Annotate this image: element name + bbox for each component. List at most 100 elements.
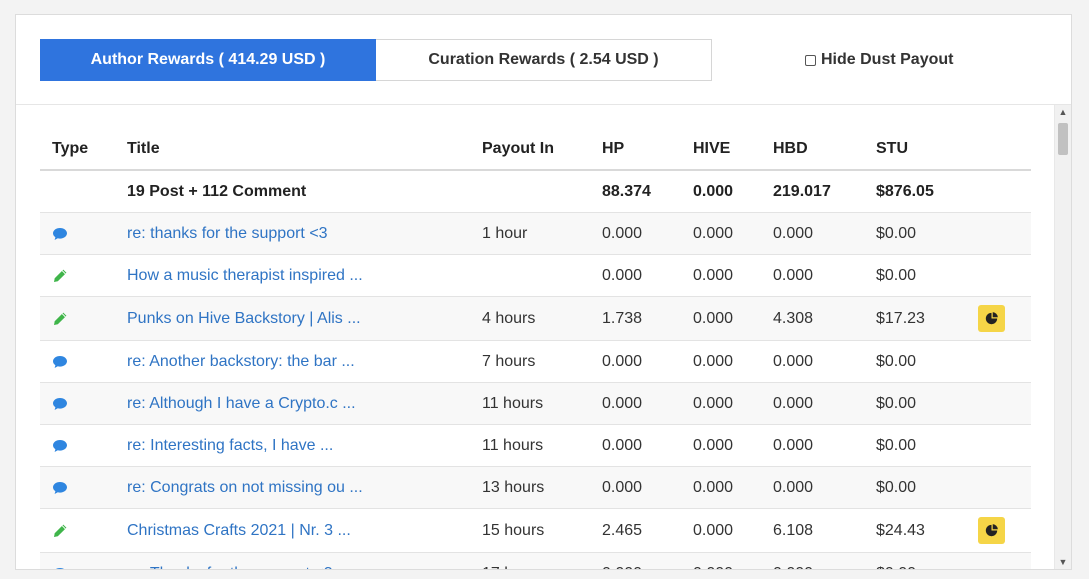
row-payout: 7 hours [482, 352, 536, 370]
row-title-link[interactable]: Punks on Hive Backstory | Alis ... [127, 309, 361, 327]
row-payout: 17 hours [482, 553, 544, 570]
row-hp: 0.000 [602, 553, 642, 570]
row-hbd: 6.108 [773, 521, 814, 539]
table-row: Christmas Crafts 2021 | Nr. 3 ... 15 hour… [40, 509, 1031, 553]
row-hp: 0.000 [602, 352, 643, 370]
row-stu: $0.00 [876, 352, 917, 370]
row-payout: 15 hours [482, 521, 545, 539]
row-hp: 1.738 [602, 309, 643, 327]
rewards-panel: Author Rewards ( 414.29 USD ) Curation R… [15, 14, 1072, 570]
row-title-link[interactable]: re: Another backstory: the bar ... [127, 352, 355, 370]
row-stu: $24.43 [876, 521, 925, 539]
scroll-up-arrow-icon[interactable]: ▲ [1058, 107, 1068, 117]
comment-icon [52, 341, 68, 382]
row-title-link[interactable]: re: Interesting facts, I have ... [127, 436, 334, 454]
row-hbd: 4.308 [773, 309, 814, 327]
row-hive: 0.000 [693, 224, 734, 242]
rewards-tabs: Author Rewards ( 414.29 USD ) Curation R… [40, 39, 712, 81]
tab-curation-rewards[interactable]: Curation Rewards ( 2.54 USD ) [376, 39, 712, 81]
summary-hive: 0.000 [693, 182, 734, 200]
tab-author-rewards[interactable]: Author Rewards ( 414.29 USD ) [40, 39, 376, 81]
summary-title: 19 Post + 112 Comment [127, 182, 307, 200]
table-header: Type Title Payout In HP HIVE HBD STU [40, 129, 1031, 171]
row-hive: 0.000 [693, 478, 734, 496]
comment-icon [52, 383, 68, 424]
row-hbd: 0.000 [773, 394, 814, 412]
comment-icon [52, 553, 68, 569]
scroll-down-arrow-icon[interactable]: ▼ [1058, 557, 1068, 567]
row-payout: 13 hours [482, 478, 545, 496]
comment-icon [52, 425, 68, 466]
row-hive: 0.000 [693, 266, 734, 284]
hide-dust-checkbox[interactable] [805, 54, 816, 66]
rewards-table: Type Title Payout In HP HIVE HBD STU 19 … [40, 129, 1031, 570]
row-hbd: 0.000 [773, 266, 814, 284]
header-stu: STU [876, 140, 908, 157]
scroll-thumb[interactable] [1058, 123, 1068, 155]
row-hbd: 0.000 [773, 224, 814, 242]
hide-dust-label: Hide Dust Payout [821, 51, 954, 68]
summary-hbd: 219.017 [773, 182, 831, 200]
row-hive: 0.000 [693, 436, 734, 454]
table-row: re: Congrats on not missing ou ... 13 hou… [40, 467, 1031, 509]
pencil-icon [52, 509, 68, 552]
row-payout: 11 hours [482, 436, 544, 454]
pencil-icon [52, 255, 68, 296]
header-hp: HP [602, 140, 625, 157]
row-hive: 0.000 [693, 521, 734, 539]
pencil-icon [52, 297, 68, 340]
row-hbd: 0.000 [773, 352, 814, 370]
row-stu: $0.00 [876, 266, 917, 284]
row-title-link[interactable]: re: Thanks for the support <3 [127, 553, 333, 570]
row-payout: 4 hours [482, 309, 536, 327]
row-title-link[interactable]: Christmas Crafts 2021 | Nr. 3 ... [127, 521, 351, 539]
row-stu: $17.23 [876, 309, 925, 327]
header-hive: HIVE [693, 140, 731, 157]
row-stu: $0.00 [876, 224, 917, 242]
table-body: re: thanks for the support <3 1 hour 0.000… [40, 213, 1031, 570]
row-hp: 0.000 [602, 436, 643, 454]
header-type: Type [52, 140, 89, 157]
row-hbd: 0.000 [773, 553, 813, 570]
header-payout: Payout In [482, 140, 555, 157]
header-hbd: HBD [773, 140, 808, 157]
row-stu: $0.00 [876, 553, 916, 570]
row-hp: 0.000 [602, 224, 643, 242]
row-hp: 0.000 [602, 266, 643, 284]
pie-chart-icon[interactable] [978, 517, 1005, 544]
hide-dust-toggle[interactable]: Hide Dust Payout [805, 51, 953, 69]
comment-icon [52, 467, 68, 508]
pie-chart-icon[interactable] [978, 305, 1005, 332]
comment-icon [52, 213, 68, 254]
row-title-link[interactable]: How a music therapist inspired ... [127, 266, 363, 284]
row-hp: 0.000 [602, 394, 643, 412]
row-hive: 0.000 [693, 553, 733, 570]
row-hp: 0.000 [602, 478, 643, 496]
row-stu: $0.00 [876, 436, 917, 454]
row-title-link[interactable]: re: Although I have a Crypto.c ... [127, 394, 356, 412]
row-hive: 0.000 [693, 309, 734, 327]
row-title-link[interactable]: re: thanks for the support <3 [127, 224, 328, 242]
table-row: re: Although I have a Crypto.c ... 11 hou… [40, 383, 1031, 425]
table-row: How a music therapist inspired ... 0.000 0… [40, 255, 1031, 297]
row-title-link[interactable]: re: Congrats on not missing ou ... [127, 478, 363, 496]
table-row: re: Thanks for the support <3 17 hours 0.0… [40, 553, 1031, 570]
row-hive: 0.000 [693, 352, 734, 370]
row-payout: 11 hours [482, 394, 544, 412]
row-breakdown [978, 509, 1005, 552]
scrollbar[interactable]: ▲ ▼ [1054, 105, 1071, 569]
summary-hp: 88.374 [602, 182, 651, 200]
row-hp: 2.465 [602, 521, 643, 539]
row-hive: 0.000 [693, 394, 734, 412]
row-payout: 1 hour [482, 224, 528, 242]
summary-stu: $876.05 [876, 182, 934, 200]
table-row: re: thanks for the support <3 1 hour 0.000… [40, 213, 1031, 255]
row-stu: $0.00 [876, 478, 917, 496]
divider [16, 104, 1071, 105]
row-stu: $0.00 [876, 394, 917, 412]
row-breakdown [978, 297, 1005, 340]
table-row: re: Interesting facts, I have ... 11 hour… [40, 425, 1031, 467]
table-row: re: Another backstory: the bar ... 7 hour… [40, 341, 1031, 383]
header-title: Title [127, 140, 160, 157]
summary-row: 19 Post + 112 Comment 88.374 0.000 219.0… [40, 171, 1031, 213]
